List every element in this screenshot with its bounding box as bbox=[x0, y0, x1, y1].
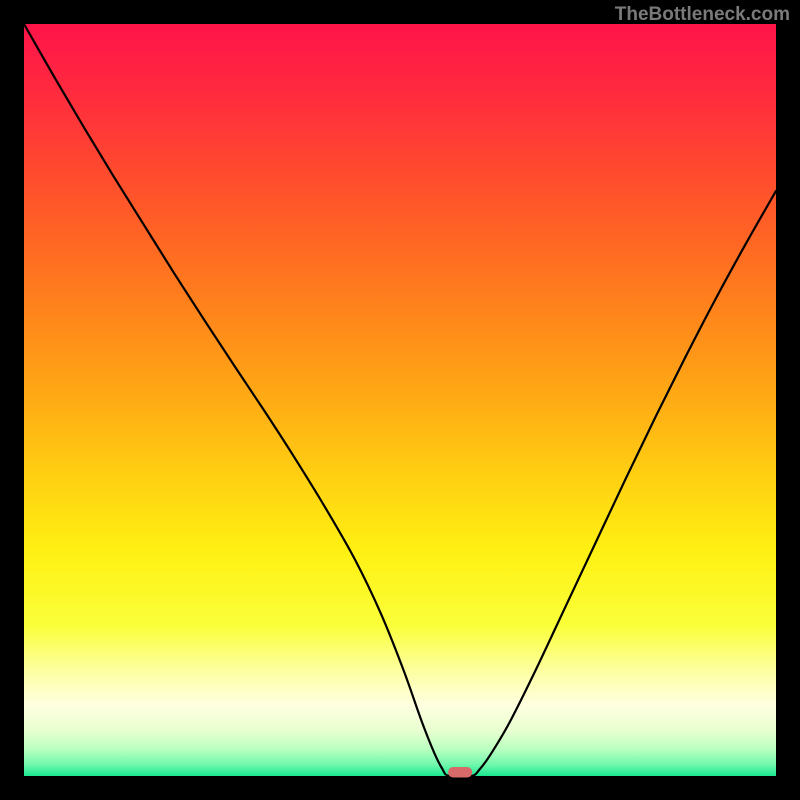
bottleneck-chart: TheBottleneck.com bbox=[0, 0, 800, 800]
optimal-marker bbox=[448, 767, 472, 778]
chart-svg bbox=[0, 0, 800, 800]
watermark-text: TheBottleneck.com bbox=[615, 4, 790, 26]
